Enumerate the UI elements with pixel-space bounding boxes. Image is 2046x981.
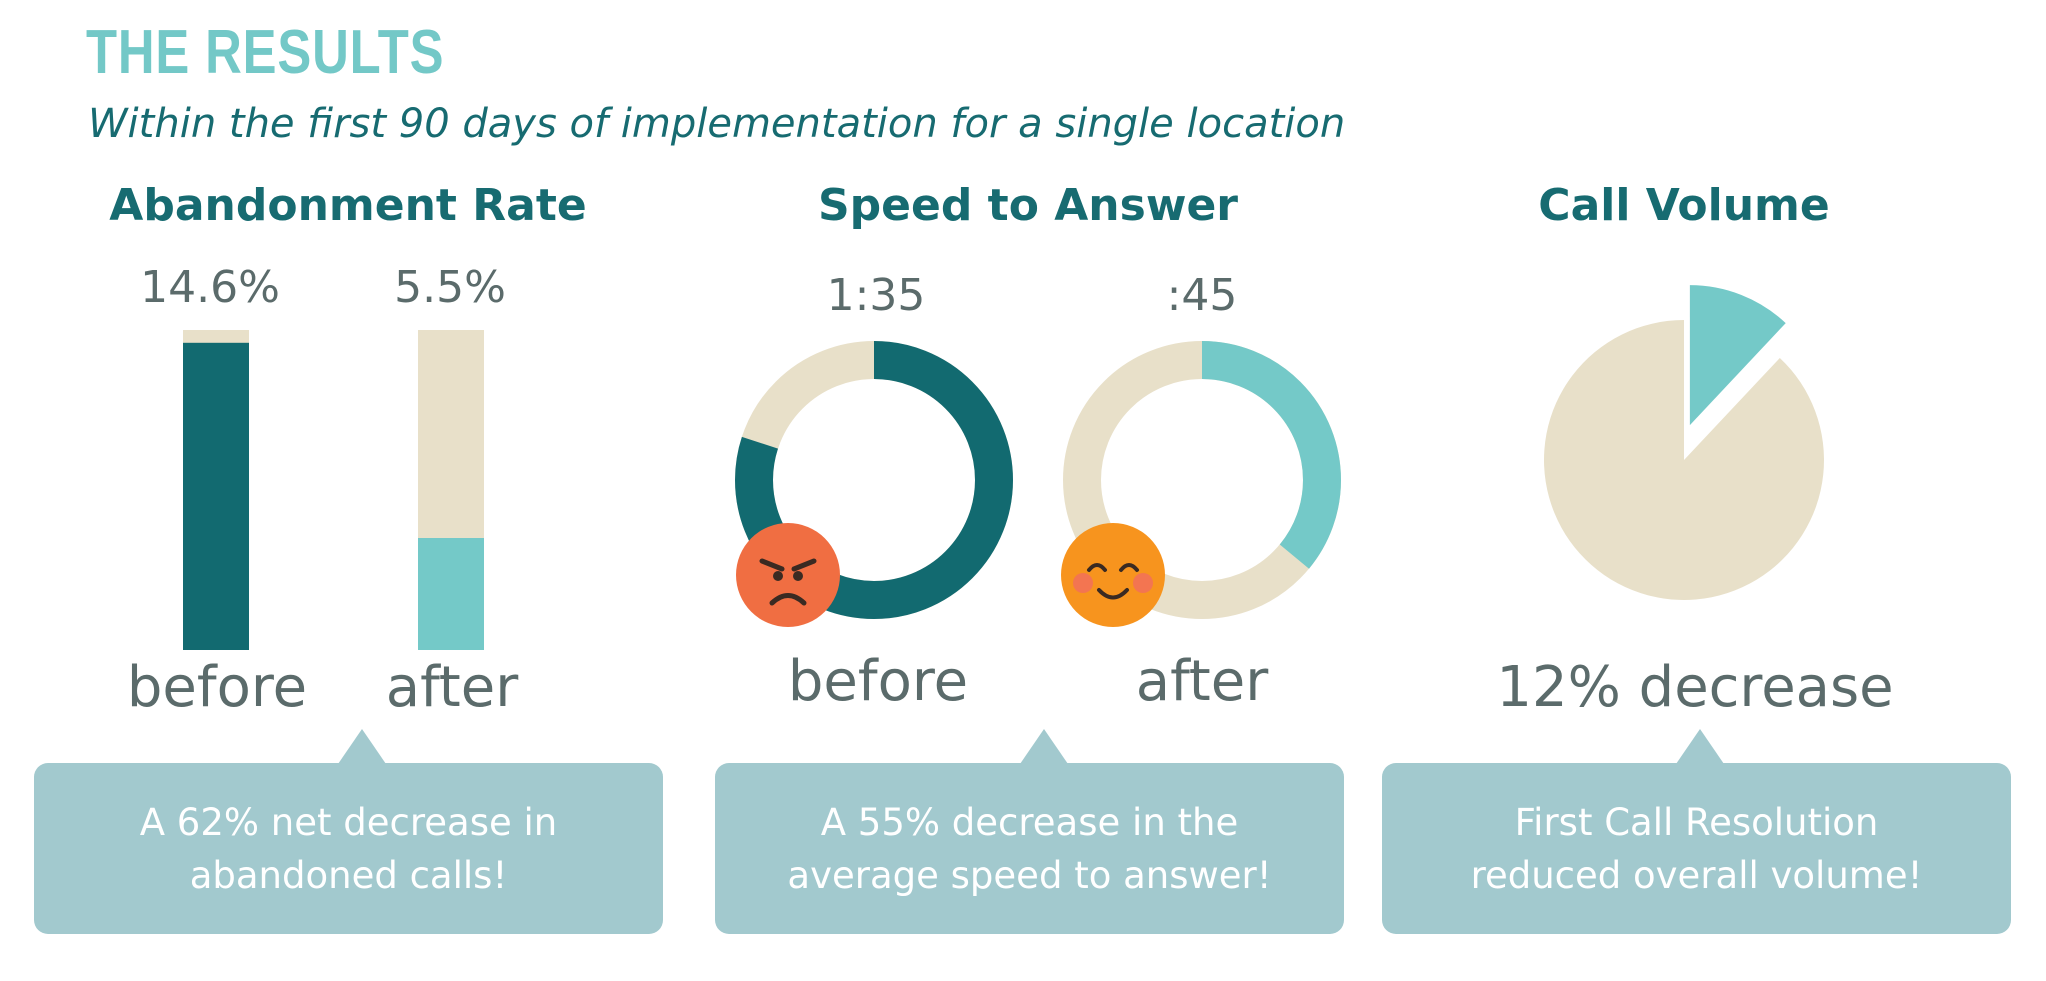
callout-line: First Call Resolution bbox=[1514, 800, 1879, 844]
eye bbox=[793, 571, 803, 581]
bar-after bbox=[418, 538, 484, 650]
brow bbox=[791, 558, 817, 572]
donut-arc-before bbox=[735, 341, 1013, 619]
callout-line: A 55% decrease in the bbox=[820, 800, 1239, 844]
page-subtitle: Within the first 90 days of implementati… bbox=[88, 101, 1346, 147]
abandonment-rate-title: Abandonment Rate bbox=[109, 180, 587, 231]
pie-slice bbox=[1689, 285, 1786, 426]
callout-line: reduced overall volume! bbox=[1470, 853, 1923, 897]
page-title: THE RESULTS bbox=[86, 18, 445, 87]
frown bbox=[769, 593, 807, 606]
smiling-face-icon bbox=[1061, 523, 1165, 627]
brow bbox=[759, 558, 785, 572]
cheek bbox=[1073, 573, 1093, 593]
speed-to-answer-title: Speed to Answer bbox=[817, 180, 1239, 231]
callout-volume: First Call Resolution reduced overall vo… bbox=[1382, 729, 2011, 934]
donut-category-label: after bbox=[1136, 649, 1269, 714]
callout-abandonment: A 62% net decrease in abandoned calls! bbox=[34, 729, 663, 934]
donut-arc-after bbox=[1063, 341, 1341, 619]
callout-line: abandoned calls! bbox=[189, 853, 508, 897]
bar-category-label: after bbox=[386, 655, 519, 720]
callout-line: A 62% net decrease in bbox=[139, 800, 558, 844]
callout-speed: A 55% decrease in the average speed to a… bbox=[715, 729, 1344, 934]
angry-face-icon bbox=[736, 523, 840, 627]
callout-line: average speed to answer! bbox=[787, 853, 1272, 897]
donut-category-label: before bbox=[788, 649, 968, 714]
bar-value-label: 5.5% bbox=[394, 262, 506, 313]
bar-value-label: 14.6% bbox=[140, 262, 280, 313]
smile bbox=[1097, 588, 1129, 600]
donut-value-label: :45 bbox=[1167, 270, 1238, 321]
pie-label: 12% decrease bbox=[1496, 655, 1893, 720]
face-circle bbox=[736, 523, 840, 627]
call-volume-title: Call Volume bbox=[1538, 180, 1830, 231]
eye bbox=[1087, 563, 1107, 572]
eye bbox=[773, 571, 783, 581]
bar-before bbox=[183, 342, 249, 650]
cheek bbox=[1133, 573, 1153, 593]
face-circle bbox=[1061, 523, 1165, 627]
bar-category-label: before bbox=[127, 655, 307, 720]
eye bbox=[1119, 563, 1139, 572]
donut-value-label: 1:35 bbox=[827, 270, 926, 321]
pie-slice bbox=[1544, 320, 1824, 601]
results-charts: 14.6% before 5.5% after 1:35 before :45 after 12… bbox=[127, 262, 1894, 720]
